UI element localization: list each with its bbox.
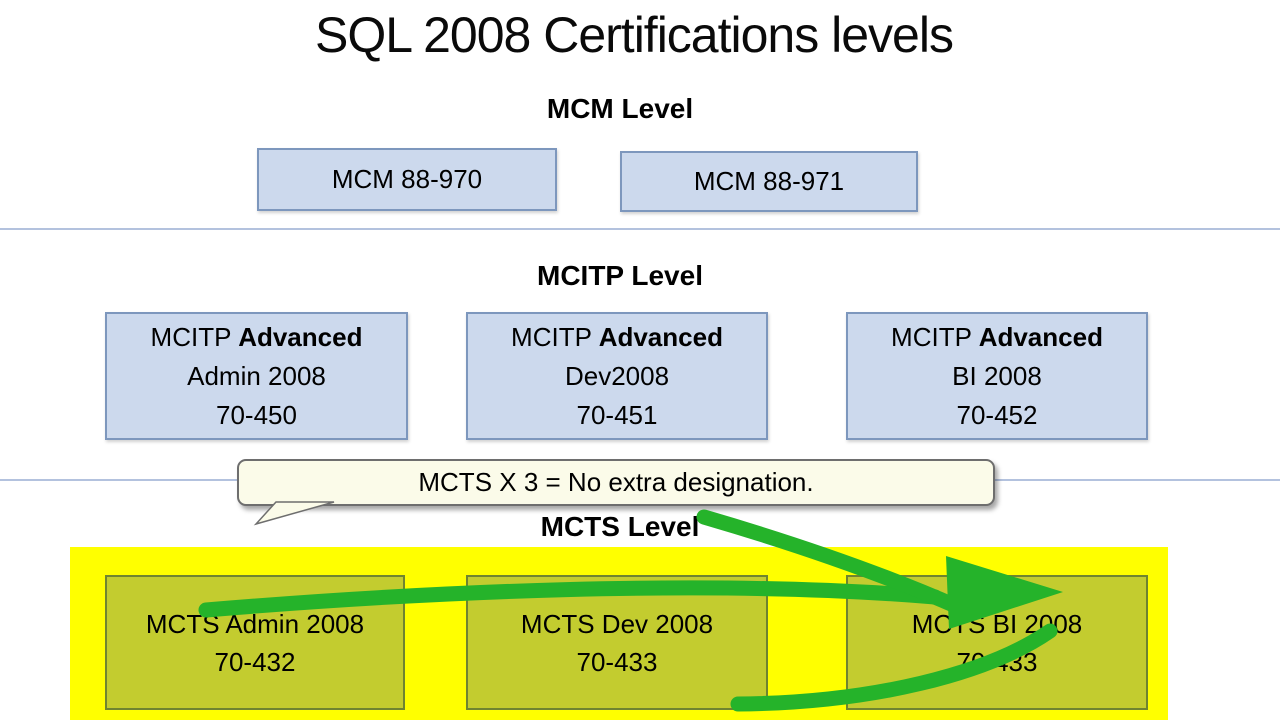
cert-box-mcts-dev: MCTS Dev 2008 70-433 [466,575,768,710]
mcitp-bold: Advanced [238,321,363,352]
section-divider-top [0,228,1280,230]
cert-line1: MCTS Admin 2008 [145,608,365,639]
mcitp-prefix: MCITP [511,321,599,352]
cert-box-label: MCM 88-971 [693,166,845,196]
mcts-level-heading: MCTS Level [540,511,700,542]
cert-line2: 70-433 [956,646,1038,677]
cert-box-mcm-88-971: MCM 88-971 [620,151,918,212]
mcitp-prefix: MCITP [150,321,239,352]
mcitp-bold: Advanced [978,321,1103,352]
mcitp-level-heading: MCITP Level [537,260,703,291]
cert-line1: MCTS BI 2008 [911,608,1083,639]
cert-line3: 70-451 [576,399,658,430]
mcitp-prefix: MCITP [891,321,979,352]
cert-box-label: MCM 88-970 [331,164,483,194]
page-title: SQL 2008 Certifications levels [315,7,954,63]
cert-box-mcts-bi: MCTS BI 2008 70-433 [846,575,1148,710]
cert-box-mcitp-dev: MCITP Advanced Dev2008 70-451 [466,312,768,440]
cert-line3: 70-450 [216,399,297,430]
callout-text: MCTS X 3 = No extra designation. [418,467,814,497]
cert-line2: Admin 2008 [187,360,326,391]
mcm-level-heading: MCM Level [546,93,694,124]
cert-line2: 70-432 [214,646,296,677]
cert-box-mcitp-bi: MCITP Advanced BI 2008 70-452 [846,312,1148,440]
cert-line1: MCITP Advanced [511,318,723,357]
cert-line1: MCTS Dev 2008 [520,608,714,639]
cert-line2: BI 2008 [952,360,1042,391]
cert-box-mcm-88-970: MCM 88-970 [257,148,557,211]
cert-box-mcitp-admin: MCITP Advanced Admin 2008 70-450 [105,312,408,440]
cert-box-mcts-admin: MCTS Admin 2008 70-432 [105,575,405,710]
cert-line1: MCITP Advanced [891,318,1103,357]
cert-line2: 70-433 [576,646,658,677]
mcitp-bold: Advanced [598,321,723,352]
cert-line2: Dev2008 [564,360,670,391]
cert-line3: 70-452 [956,399,1038,430]
callout-bubble: MCTS X 3 = No extra designation. [237,459,995,506]
cert-line1: MCITP Advanced [151,318,363,357]
